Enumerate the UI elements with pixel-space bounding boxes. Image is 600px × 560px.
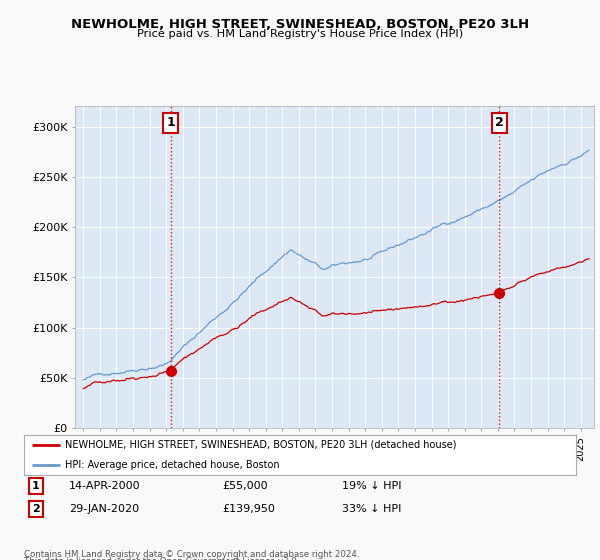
Text: NEWHOLME, HIGH STREET, SWINESHEAD, BOSTON, PE20 3LH (detached house): NEWHOLME, HIGH STREET, SWINESHEAD, BOSTO…	[65, 440, 457, 450]
Text: 29-JAN-2020: 29-JAN-2020	[69, 504, 139, 514]
Text: 14-APR-2000: 14-APR-2000	[69, 481, 140, 491]
Text: 1: 1	[32, 481, 40, 491]
Text: This data is licensed under the Open Government Licence v3.0.: This data is licensed under the Open Gov…	[24, 557, 299, 560]
Text: 2: 2	[495, 116, 503, 129]
Text: 33% ↓ HPI: 33% ↓ HPI	[342, 504, 401, 514]
Text: 1: 1	[166, 116, 175, 129]
Text: 19% ↓ HPI: 19% ↓ HPI	[342, 481, 401, 491]
Text: 2: 2	[32, 504, 40, 514]
Text: NEWHOLME, HIGH STREET, SWINESHEAD, BOSTON, PE20 3LH: NEWHOLME, HIGH STREET, SWINESHEAD, BOSTO…	[71, 18, 529, 31]
Text: Contains HM Land Registry data © Crown copyright and database right 2024.: Contains HM Land Registry data © Crown c…	[24, 550, 359, 559]
Text: £139,950: £139,950	[222, 504, 275, 514]
Text: HPI: Average price, detached house, Boston: HPI: Average price, detached house, Bost…	[65, 460, 280, 470]
Text: £55,000: £55,000	[222, 481, 268, 491]
Text: Price paid vs. HM Land Registry's House Price Index (HPI): Price paid vs. HM Land Registry's House …	[137, 29, 463, 39]
